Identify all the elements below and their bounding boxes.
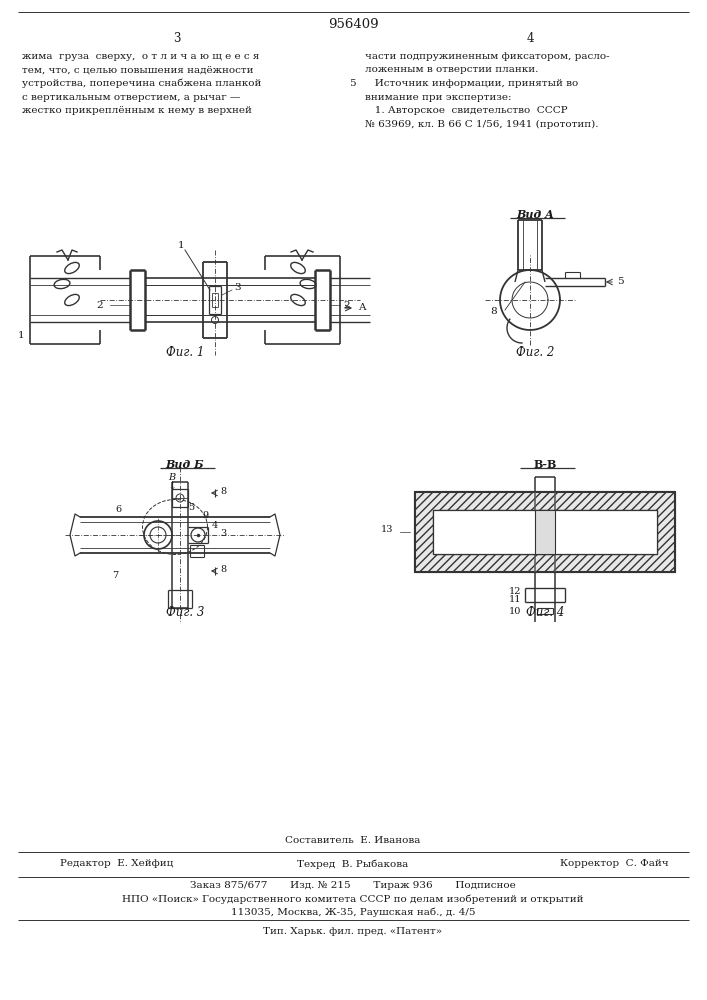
Text: 5: 5 [577,522,583,532]
Text: ↓: ↓ [168,482,177,492]
Text: 6: 6 [115,506,121,514]
Text: ложенным в отверстии планки.: ложенным в отверстии планки. [365,66,538,75]
Text: 3: 3 [220,528,226,538]
Text: 1: 1 [18,330,25,340]
Text: Вид A: Вид A [516,210,554,221]
Text: 11: 11 [508,595,521,604]
Text: Вид Б: Вид Б [165,460,204,471]
Text: Фиг. 2: Фиг. 2 [516,347,554,360]
Text: 9: 9 [202,510,208,520]
Text: Заказ 875/677       Изд. № 215       Тираж 936       Подписное: Заказ 875/677 Изд. № 215 Тираж 936 Подпи… [190,880,516,890]
Text: 4: 4 [526,31,534,44]
Text: Тип. Харьк. фил. пред. «Патент»: Тип. Харьк. фил. пред. «Патент» [264,928,443,936]
Text: 2: 2 [96,300,103,310]
Text: 3: 3 [234,284,240,292]
Text: № 63969, кл. В 66 С 1/56, 1941 (прототип).: № 63969, кл. В 66 С 1/56, 1941 (прототип… [365,119,599,129]
Text: Фиг. 3: Фиг. 3 [166,605,204,618]
Bar [433,510,657,554]
Text: жестко прикреплённым к нему в верхней: жестко прикреплённым к нему в верхней [22,106,252,115]
Text: 113035, Москва, Ж-35, Раушская наб., д. 4/5: 113035, Москва, Ж-35, Раушская наб., д. … [230,907,475,917]
Text: 13: 13 [380,526,393,534]
Bar [415,492,675,572]
Bar [433,510,657,554]
Bar [535,510,555,554]
Text: В: В [168,473,175,482]
Text: В-В: В-В [533,460,556,471]
Text: жима  груза  сверху,  о т л и ч а ю щ е е с я: жима груза сверху, о т л и ч а ю щ е е с… [22,52,259,61]
Text: тем, что, с целью повышения надёжности: тем, что, с целью повышения надёжности [22,66,254,75]
Text: 10: 10 [508,606,521,615]
Text: Техред  В. Рыбакова: Техред В. Рыбакова [298,859,409,869]
Text: Фиг. 1: Фиг. 1 [166,347,204,360]
Text: 3: 3 [173,31,181,44]
Text: Составитель  Е. Иванова: Составитель Е. Иванова [286,836,421,845]
Text: A: A [358,304,366,312]
Text: с вертикальным отверстием, а рычаг —: с вертикальным отверстием, а рычаг — [22,93,240,102]
Text: устройства, поперечина снабжена планкой: устройства, поперечина снабжена планкой [22,79,262,89]
Text: 1. Авторское  свидетельство  СССР: 1. Авторское свидетельство СССР [365,106,568,115]
Text: 956409: 956409 [327,17,378,30]
Text: Редактор  Е. Хейфиц: Редактор Е. Хейфиц [60,859,173,868]
Text: внимание при экспертизе:: внимание при экспертизе: [365,93,511,102]
Text: 1: 1 [178,241,185,250]
Text: НПО «Поиск» Государственного комитета СССР по делам изобретений и открытий: НПО «Поиск» Государственного комитета СС… [122,894,584,904]
Text: 7: 7 [112,570,118,580]
Text: Фиг. 4: Фиг. 4 [526,605,564,618]
Text: части подпружиненным фиксатором, расло-: части подпружиненным фиксатором, расло- [365,52,609,61]
Text: Источник информации, принятый во: Источник информации, принятый во [365,79,578,88]
Text: 5: 5 [188,502,194,512]
Text: Корректор  С. Файч: Корректор С. Файч [560,859,669,868]
Text: 8: 8 [220,487,226,495]
Text: 8: 8 [220,564,226,574]
Text: 8: 8 [490,308,496,316]
Text: 2: 2 [343,300,350,310]
Text: 4: 4 [212,520,218,530]
Text: 5: 5 [617,277,624,286]
Text: 12: 12 [508,587,521,596]
Text: 5: 5 [349,79,356,88]
